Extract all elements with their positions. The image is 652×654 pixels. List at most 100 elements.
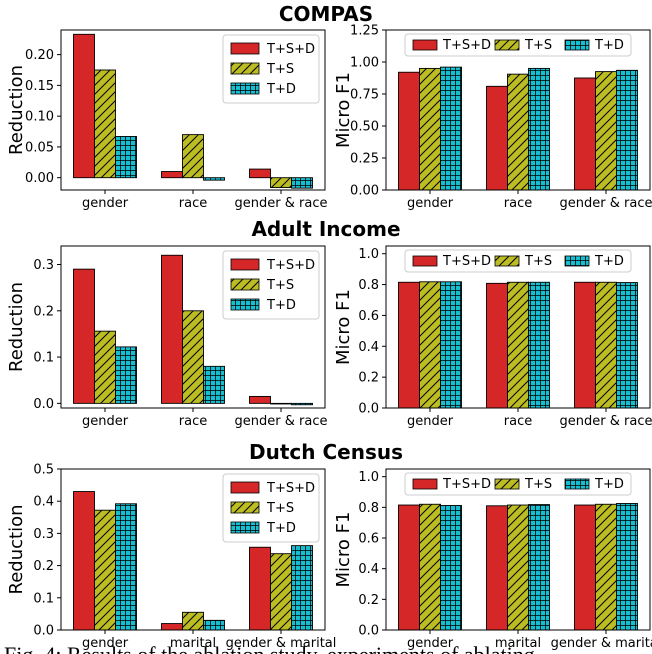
- subplot-grid: 0.00 0.05 0.10 0.15 0.20 gender race gender & r…: [6, 24, 652, 652]
- legend-swatch-t-d: [230, 82, 260, 95]
- x-tick-label: race: [179, 196, 207, 211]
- legend-swatch-t-d: [564, 39, 590, 51]
- x-tick-label: race: [504, 414, 532, 429]
- plot-frame: [385, 245, 651, 409]
- x-tick-label: gender & marital: [226, 636, 337, 651]
- subplot-compas-reduction: 0.00 0.05 0.10 0.15 0.20 gender race gender & r…: [6, 29, 328, 211]
- dataset-title-dutch-census: Dutch Census: [249, 440, 403, 464]
- bar-t-d-gender: [440, 281, 462, 409]
- bar-t-d-race: [203, 365, 225, 404]
- legend-label-t-d: T+D: [594, 254, 624, 269]
- legend-label-t-s-d: T+S+D: [266, 258, 315, 273]
- x-tick-label: marital: [495, 636, 541, 651]
- bar-t-s-d-gender: [73, 33, 95, 179]
- x-tick-label: gender & marital: [551, 636, 652, 651]
- legend: T+S+D T+S T+D: [404, 249, 632, 273]
- bar-t-s-gender-race: [595, 71, 617, 191]
- bar-t-s-gender: [94, 330, 116, 404]
- dataset-title-adult-income: Adult Income: [251, 217, 400, 241]
- x-tick-label: gender & race: [560, 414, 652, 429]
- plot-frame: [385, 468, 651, 631]
- y-tick-label: 0.50: [350, 120, 379, 135]
- legend-label-t-s-d: T+S+D: [442, 254, 491, 269]
- y-tick-label: 0.15: [25, 79, 54, 94]
- y-tick-label: 0.0: [358, 402, 379, 417]
- bar-t-d-race: [203, 177, 225, 181]
- x-tick-label: race: [504, 196, 532, 211]
- legend-label-t-s-d: T+S+D: [442, 38, 491, 53]
- legend-swatch-t-d: [230, 298, 260, 311]
- bar-t-s-gender: [419, 281, 441, 409]
- bar-t-d-gender-marital: [616, 503, 638, 631]
- legend-swatch-t-s-d: [412, 255, 438, 267]
- y-tick-label: 0.6: [358, 532, 379, 547]
- legend: T+S+D T+S T+D: [222, 34, 320, 104]
- bar-t-d-marital: [203, 619, 225, 631]
- legend: T+S+D T+S T+D: [404, 472, 632, 496]
- bar-t-s-gender-race: [270, 402, 292, 405]
- bar-t-d-race: [528, 281, 550, 409]
- legend-label-t-s: T+S: [524, 477, 552, 492]
- legend-label-t-s: T+S: [524, 38, 552, 53]
- bar-t-s-race: [182, 134, 204, 179]
- x-tick-label: race: [179, 414, 207, 429]
- y-tick-label: 1.25: [350, 24, 379, 39]
- legend-swatch-t-s: [494, 255, 520, 267]
- legend-label-t-d: T+D: [266, 82, 296, 97]
- x-tick-label: gender: [82, 196, 129, 211]
- legend-swatch-t-d: [230, 521, 260, 534]
- legend-swatch-t-s-d: [230, 42, 260, 55]
- legend-label-t-s: T+S: [524, 254, 552, 269]
- y-tick-label: 0.2: [33, 559, 54, 574]
- bar-t-s-d-race: [161, 254, 183, 404]
- bar-t-d-gender-race: [291, 177, 313, 189]
- bar-t-s-d-gender: [73, 268, 95, 404]
- legend-swatch-t-s-d: [230, 481, 260, 494]
- plot-frame: [60, 468, 326, 631]
- legend-swatch-t-s: [494, 39, 520, 51]
- legend-label-t-s: T+S: [266, 501, 294, 516]
- bar-t-s-gender-marital: [270, 553, 292, 631]
- x-tick-label: gender: [82, 636, 129, 651]
- y-tick-label: 0.4: [358, 340, 379, 355]
- subplot-dutch-census-micro-f1: 0.0 0.2 0.4 0.6 0.8 1.0 gender marital gender & …: [333, 468, 652, 651]
- subplot-dutch-census-reduction: 0.0 0.1 0.2 0.3 0.4 0.5 gender marital gender & …: [6, 463, 336, 652]
- bar-t-s-d-gender-race: [249, 395, 271, 404]
- bar-t-d-gender: [115, 503, 137, 631]
- y-tick-label: 0.75: [350, 88, 379, 103]
- bar-t-s-gender-marital: [595, 503, 617, 631]
- bar-t-s-d-gender-race: [574, 77, 596, 191]
- y-tick-label: 0.25: [350, 152, 379, 167]
- subplot-compas-micro-f1: 0.00 0.25 0.50 0.75 1.00 1.25 gender race gender…: [333, 24, 652, 212]
- bar-t-d-gender-marital: [291, 545, 313, 631]
- bar-t-d-race: [528, 67, 550, 191]
- bar-t-d-gender: [440, 66, 462, 191]
- y-tick-label: 0.5: [33, 463, 54, 478]
- legend-swatch-t-d: [564, 255, 590, 267]
- legend-swatch-t-s: [494, 478, 520, 490]
- y-tick-label: 0.4: [358, 562, 379, 577]
- bar-t-s-d-gender-marital: [574, 504, 596, 631]
- plot-frame: [60, 29, 326, 191]
- bar-t-s-d-gender-race: [249, 168, 271, 179]
- legend-label-t-s-d: T+S+D: [266, 42, 315, 57]
- plot-frame: [385, 29, 651, 191]
- bar-t-s-race: [182, 310, 204, 404]
- bar-t-s-marital: [507, 504, 529, 631]
- bar-t-s-d-gender: [398, 71, 420, 191]
- bar-t-s-d-gender-race: [574, 281, 596, 409]
- y-axis-label: Reduction: [6, 505, 27, 595]
- y-tick-label: 0.0: [33, 397, 54, 412]
- y-tick-label: 0.2: [358, 371, 379, 386]
- y-tick-label: 0.00: [25, 171, 54, 186]
- bar-t-d-gender: [115, 136, 137, 179]
- x-tick-label: gender & race: [235, 196, 328, 211]
- dataset-title-compas: COMPAS: [279, 2, 373, 26]
- bar-t-d-marital: [528, 504, 550, 631]
- legend-label-t-d: T+D: [594, 38, 624, 53]
- y-tick-label: 1.0: [358, 247, 379, 262]
- bar-t-s-d-gender: [398, 504, 420, 631]
- legend-label-t-s-d: T+S+D: [442, 477, 491, 492]
- bar-t-s-race: [507, 73, 529, 191]
